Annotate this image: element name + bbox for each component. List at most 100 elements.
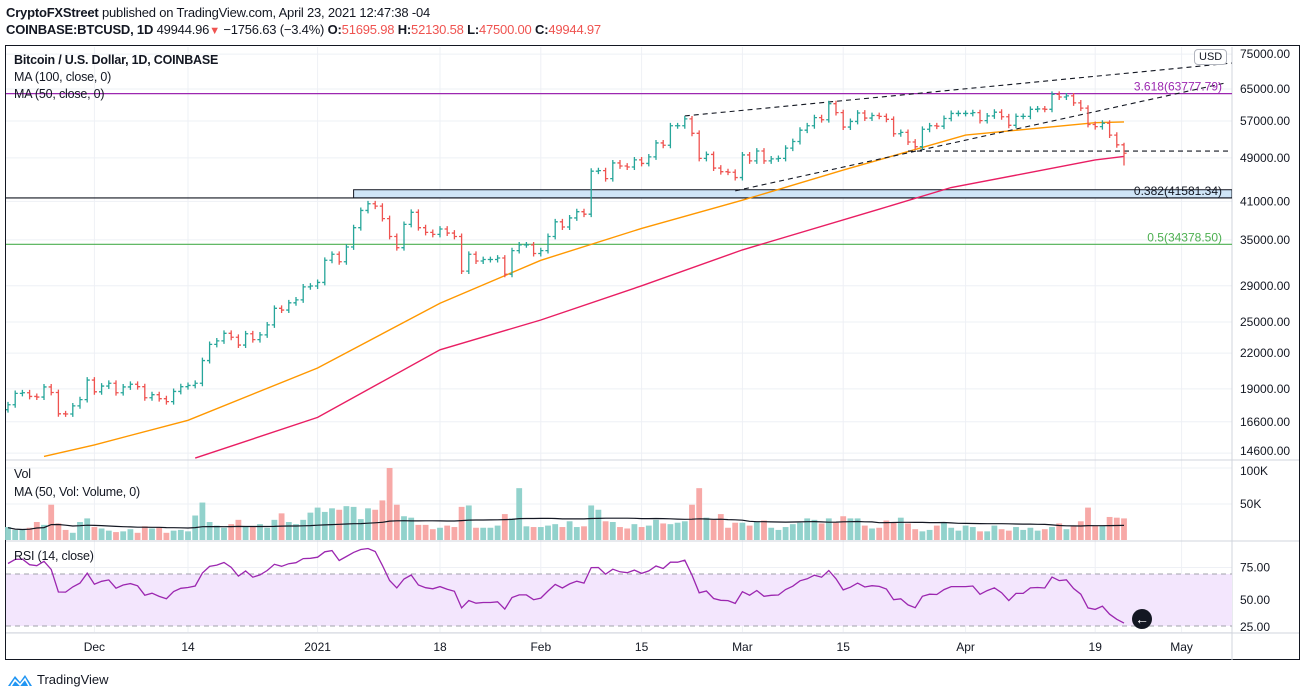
volume-bar (487, 527, 494, 540)
legend-ma100[interactable]: MA (100, close, 0) (14, 70, 112, 84)
volume-bar (782, 527, 789, 540)
volume-axis-label: 100K (1240, 464, 1268, 478)
arrow-left-icon: ← (1135, 611, 1149, 627)
volume-bar (480, 527, 487, 540)
volume-bar (163, 532, 170, 540)
volume-bar (955, 530, 962, 540)
price-bar (451, 230, 457, 240)
price-bar (689, 115, 695, 137)
price-bar (329, 251, 335, 264)
price-bar (437, 226, 443, 238)
low-value: 47500.00 (478, 22, 532, 37)
high-value: 52130.58 (411, 22, 464, 37)
time-axis-label: 15 (837, 640, 851, 654)
price-bar (1035, 106, 1041, 113)
legend-ma50[interactable]: MA (50, close, 0) (14, 87, 105, 101)
price-bar (595, 167, 601, 175)
volume-bar (465, 505, 472, 540)
price-bar (588, 168, 594, 218)
price-bar (833, 100, 839, 116)
price-bar (6, 401, 11, 413)
volume-bar (235, 519, 242, 540)
volume-bar (689, 504, 695, 540)
price-bar (696, 130, 702, 162)
tradingview-logo[interactable]: TradingView (7, 672, 109, 687)
price-bar (675, 122, 681, 129)
volume-bar (725, 527, 731, 540)
price-bar (754, 148, 760, 164)
volume-bar (458, 506, 465, 540)
author-name[interactable]: CryptoFXStreet (6, 5, 99, 20)
price-bar (559, 218, 565, 230)
price-bar (358, 207, 364, 231)
price-bar (783, 145, 789, 162)
price-bar (718, 165, 724, 175)
price-bar (199, 357, 205, 387)
fib-level-label: 0.5(34378.50) (1147, 230, 1222, 244)
price-bar (581, 208, 587, 218)
price-bar (747, 152, 753, 164)
volume-bar (271, 519, 278, 540)
volume-bar (1027, 527, 1034, 540)
volume-bar (869, 528, 875, 540)
price-bar (120, 384, 126, 396)
price-bar (1099, 120, 1105, 130)
volume-bar (501, 514, 508, 540)
volume-bar (55, 523, 62, 540)
volume-bar (206, 522, 213, 540)
volume-bar (170, 530, 177, 540)
legend-volume[interactable]: Vol (14, 467, 31, 481)
volume-bar (127, 529, 134, 540)
volume-bar (264, 527, 271, 540)
price-bar (279, 305, 285, 314)
price-bar (55, 389, 61, 417)
legend-volume-ma[interactable]: MA (50, Vol: Volume, 0) (14, 485, 141, 499)
volume-bar (912, 529, 919, 540)
down-triangle-icon: ▼ (209, 25, 220, 37)
price-axis-label: 35000.00 (1240, 233, 1290, 247)
price-bar (703, 151, 709, 162)
volume-bar (343, 506, 350, 540)
volume-bar (69, 532, 76, 540)
price-bar (77, 396, 83, 409)
price-bar (855, 110, 861, 125)
volume-bar (631, 524, 638, 540)
volume-bar (948, 527, 955, 540)
volume-bar (293, 524, 299, 540)
price-bar (970, 109, 976, 117)
legend-rsi[interactable]: RSI (14, close) (14, 549, 94, 563)
currency-badge[interactable]: USD (1194, 49, 1228, 65)
price-bar (617, 160, 623, 169)
rsi-axis-label: 25.00 (1240, 620, 1270, 634)
volume-bar (321, 511, 328, 540)
volume-bar (1077, 521, 1084, 540)
volume-bar (134, 532, 141, 540)
rsi-band (6, 574, 1232, 626)
volume-bar (905, 523, 911, 540)
volume-bar (444, 525, 451, 540)
scroll-to-realtime-button[interactable]: ← (1132, 609, 1152, 629)
price-bar (955, 110, 961, 117)
price-axis-label: 29000.00 (1240, 279, 1290, 293)
price-bar (1078, 99, 1084, 112)
price-axis-label: 57000.00 (1240, 114, 1290, 128)
chart-frame (5, 45, 1300, 660)
volume-bar (1092, 525, 1099, 540)
volume-bar (861, 525, 868, 540)
volume-bar (703, 517, 710, 540)
volume-bar (537, 527, 544, 540)
price-bar (365, 200, 371, 214)
trendline (735, 82, 1225, 192)
volume-bar (19, 529, 26, 540)
rsi-line (7, 547, 1125, 624)
high-label: H: (397, 22, 412, 37)
volume-bar (249, 527, 256, 540)
price-bar (293, 296, 299, 306)
rsi-axis-label: 50.00 (1240, 593, 1270, 607)
price-bar (48, 384, 54, 396)
price-bar (538, 247, 544, 257)
volume-bar (285, 522, 292, 540)
volume-bar (883, 520, 890, 540)
volume-bar (573, 527, 580, 540)
